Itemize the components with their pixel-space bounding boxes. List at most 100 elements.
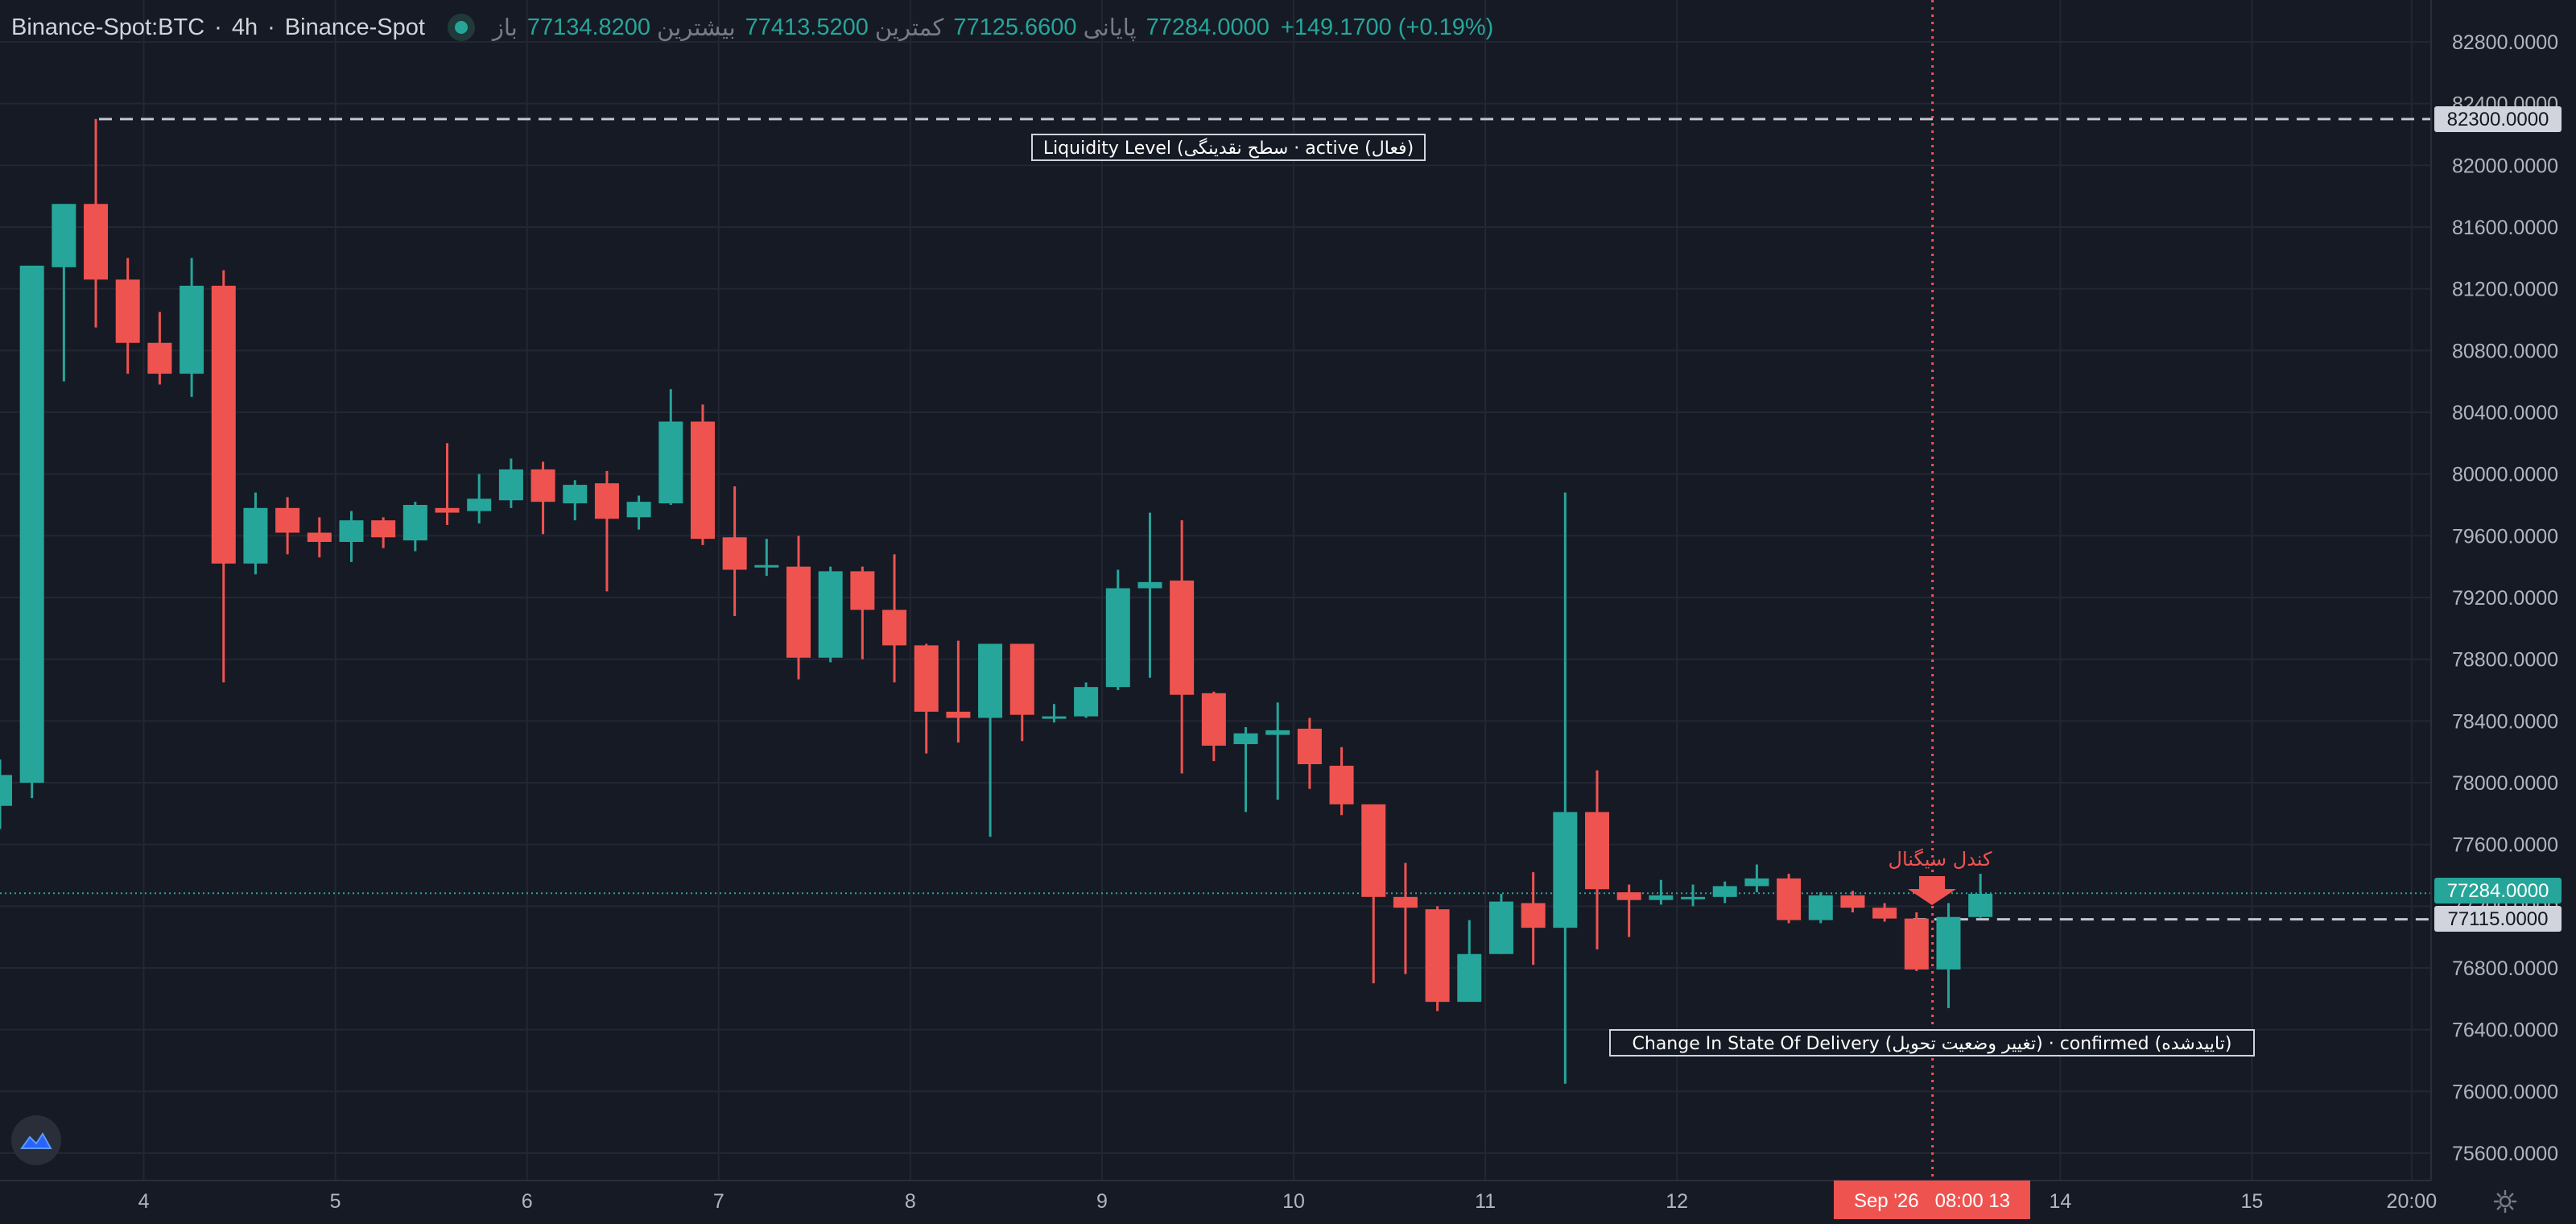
candle[interactable] (275, 497, 300, 555)
candle[interactable] (1904, 912, 1929, 971)
candle[interactable] (467, 473, 492, 523)
candle[interactable] (1681, 884, 1706, 907)
price-tick-label: 82800.0000 (2452, 31, 2558, 54)
candle[interactable] (402, 502, 427, 552)
candle[interactable] (658, 389, 683, 505)
candle[interactable] (818, 566, 843, 663)
level-lines (0, 118, 2431, 921)
candle[interactable] (115, 258, 140, 374)
symbol-name[interactable]: Binance-Spot:BTC (11, 14, 205, 40)
high-value: 77413.5200 (745, 14, 869, 40)
liquidity-price-tag: 82300.0000 (2434, 106, 2562, 132)
candle[interactable] (1137, 512, 1162, 678)
candle-body (1074, 687, 1099, 717)
candle[interactable] (1936, 903, 1961, 1008)
candle[interactable] (0, 759, 12, 829)
candle[interactable] (1744, 864, 1769, 893)
candle[interactable] (19, 265, 44, 799)
candle[interactable] (1074, 682, 1099, 718)
candle[interactable] (1265, 702, 1290, 800)
candle[interactable] (1393, 862, 1418, 974)
candle-body (1553, 812, 1578, 928)
candle[interactable] (946, 640, 971, 743)
mountain-icon (20, 1132, 52, 1149)
candle[interactable] (307, 517, 332, 558)
candle[interactable] (1425, 906, 1450, 1011)
candle[interactable] (1840, 891, 1865, 912)
candle[interactable] (850, 566, 875, 660)
time-axis[interactable]: 4 5 6 7 8 9 10 11 12 14 15 20:00 (138, 1190, 2438, 1213)
candle-body (1265, 730, 1290, 735)
candle[interactable] (1457, 920, 1482, 1003)
candle[interactable] (914, 643, 939, 754)
candle[interactable] (1553, 492, 1578, 1084)
candle[interactable] (978, 643, 1003, 837)
candle[interactable] (84, 118, 109, 328)
chart-logo-icon[interactable] (11, 1115, 61, 1165)
candle[interactable] (1170, 520, 1195, 774)
settings-gear-icon[interactable] (2489, 1185, 2521, 1218)
candle[interactable] (1872, 903, 1897, 922)
candle[interactable] (1777, 874, 1802, 924)
candle-body (1042, 716, 1067, 719)
candle[interactable] (339, 511, 364, 562)
candle[interactable] (594, 470, 619, 592)
candle[interactable] (1297, 717, 1322, 789)
candle-body (1777, 878, 1802, 920)
candles-layer[interactable] (0, 118, 1993, 1084)
candle[interactable] (435, 443, 460, 525)
candle[interactable] (1105, 569, 1130, 691)
candle[interactable] (1616, 884, 1641, 937)
candle[interactable] (371, 517, 396, 548)
price-tick-label: 75600.0000 (2452, 1143, 2558, 1165)
candle[interactable] (1233, 727, 1258, 813)
candle-body (371, 520, 396, 538)
time-tick-label: 9 (1096, 1190, 1108, 1213)
candle[interactable] (786, 536, 811, 680)
interval-label[interactable]: 4h (231, 14, 258, 40)
candle[interactable] (1808, 892, 1833, 924)
candle[interactable] (1649, 879, 1674, 905)
low-value: 77125.6600 (953, 14, 1077, 40)
candle[interactable] (52, 204, 76, 382)
high-label: بیشترین (657, 14, 736, 41)
candle[interactable] (722, 486, 747, 616)
candle[interactable] (1521, 872, 1546, 966)
candle-body (818, 571, 843, 658)
candle[interactable] (1585, 770, 1609, 949)
candle[interactable] (147, 312, 172, 385)
candle[interactable] (690, 404, 715, 545)
choch-price-label: 77115.0000 (2447, 908, 2548, 930)
price-tick-label: 79600.0000 (2452, 525, 2558, 548)
price-tick-label: 82000.0000 (2452, 155, 2558, 177)
candle[interactable] (626, 495, 651, 530)
candle[interactable] (1488, 894, 1513, 954)
candle-body (243, 507, 268, 564)
candle-body (1425, 909, 1450, 1003)
candle-body (1840, 895, 1865, 908)
candle[interactable] (1329, 746, 1354, 816)
candle-body (1105, 588, 1130, 688)
candle[interactable] (882, 554, 907, 683)
candle-body (339, 520, 364, 542)
candle[interactable] (1201, 691, 1226, 762)
candle[interactable] (1968, 874, 1993, 918)
price-axis[interactable]: 75600.0000 76000.0000 76400.0000 76800.0000… (2452, 31, 2558, 1165)
candle-body (467, 498, 492, 511)
candle-body (1201, 693, 1226, 746)
candle[interactable] (563, 480, 588, 521)
candle[interactable] (530, 461, 555, 535)
candle-body (1457, 953, 1482, 1003)
candle[interactable] (1361, 804, 1386, 984)
candle[interactable] (1042, 704, 1067, 723)
candle[interactable] (498, 458, 523, 508)
candle[interactable] (1712, 881, 1737, 904)
market-status-icon[interactable] (447, 14, 475, 41)
candle[interactable] (754, 539, 779, 577)
candle[interactable] (211, 270, 236, 683)
candle[interactable] (180, 258, 204, 397)
legend-separator: · (214, 14, 222, 40)
candle[interactable] (1009, 643, 1034, 742)
candle[interactable] (243, 492, 268, 575)
